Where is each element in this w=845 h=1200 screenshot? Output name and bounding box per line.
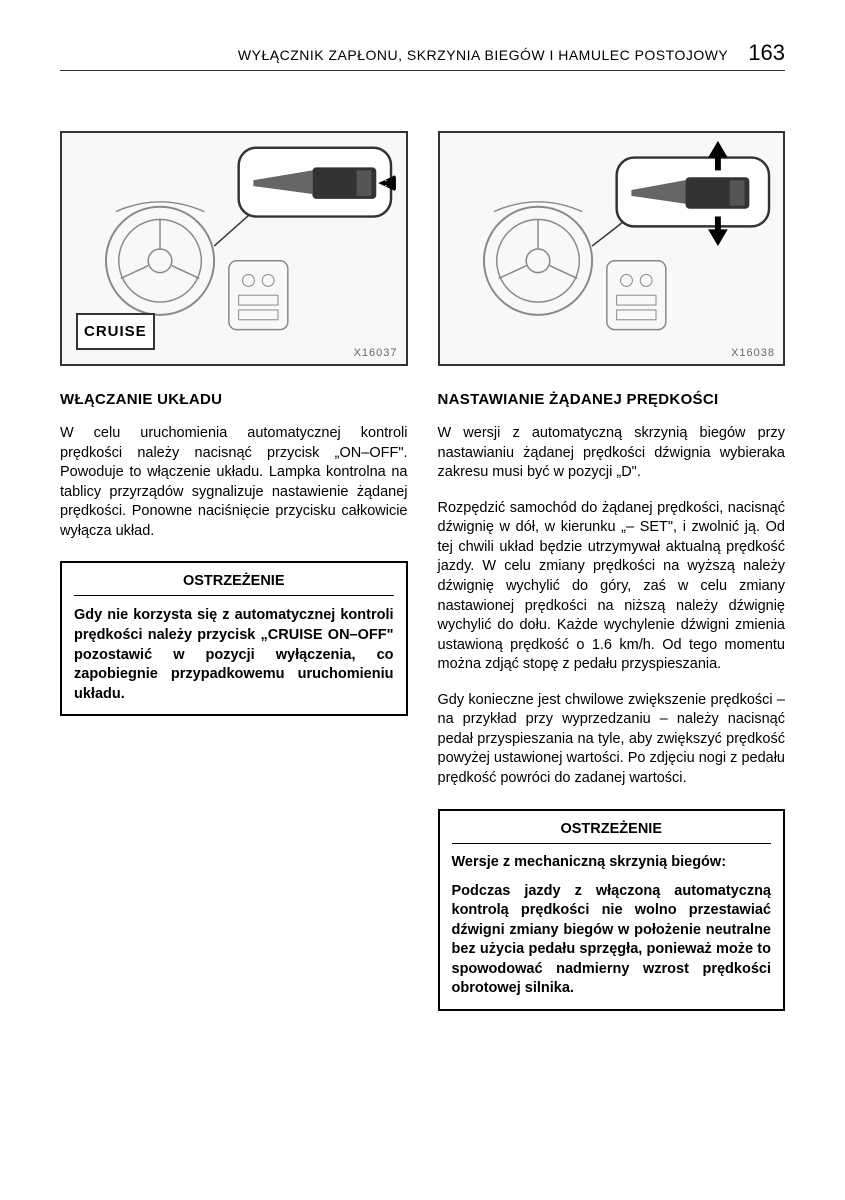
figure-code-left: X16037 <box>354 347 398 359</box>
left-column: CRUISE X16037 WŁĄCZANIE UKŁADU W celu ur… <box>60 131 408 1011</box>
content-columns: CRUISE X16037 WŁĄCZANIE UKŁADU W celu ur… <box>60 131 785 1011</box>
right-warning-title: OSTRZEŻENIE <box>452 821 772 844</box>
page-number: 163 <box>748 40 785 66</box>
right-warning-intro: Wersje z mechaniczną skrzynią biegów: <box>452 854 772 870</box>
page-header: WYŁĄCZNIK ZAPŁONU, SKRZYNIA BIEGÓW I HAM… <box>60 40 785 71</box>
cruise-badge: CRUISE <box>76 313 155 350</box>
left-warning-body: Gdy nie korzysta się z automatycznej kon… <box>74 606 394 704</box>
left-heading: WŁĄCZANIE UKŁADU <box>60 391 408 408</box>
figure-right: X16038 <box>438 131 786 366</box>
dashboard-speed-illustration <box>440 133 784 364</box>
figure-code-right: X16038 <box>731 347 775 359</box>
left-warning-title: OSTRZEŻENIE <box>74 573 394 596</box>
right-column: X16038 NASTAWIANIE ŻĄDANEJ PRĘDKOŚCI W w… <box>438 131 786 1011</box>
right-warning-body: Podczas jazdy z włączoną automatyczną ko… <box>452 882 772 999</box>
right-heading: NASTAWIANIE ŻĄDANEJ PRĘDKOŚCI <box>438 391 786 408</box>
figure-left: CRUISE X16037 <box>60 131 408 366</box>
left-para-1: W celu uruchomienia automatycznej kontro… <box>60 424 408 541</box>
right-warning-box: OSTRZEŻENIE Wersje z mechaniczną skrzyni… <box>438 809 786 1011</box>
right-para-3: Gdy konieczne jest chwilowe zwiększenie … <box>438 691 786 789</box>
right-para-1: W wersji z automatyczną skrzynią biegów … <box>438 424 786 483</box>
left-warning-box: OSTRZEŻENIE Gdy nie korzysta się z autom… <box>60 561 408 716</box>
header-title: WYŁĄCZNIK ZAPŁONU, SKRZYNIA BIEGÓW I HAM… <box>238 47 728 63</box>
right-para-2: Rozpędzić samochód do żądanej prędkości,… <box>438 499 786 675</box>
